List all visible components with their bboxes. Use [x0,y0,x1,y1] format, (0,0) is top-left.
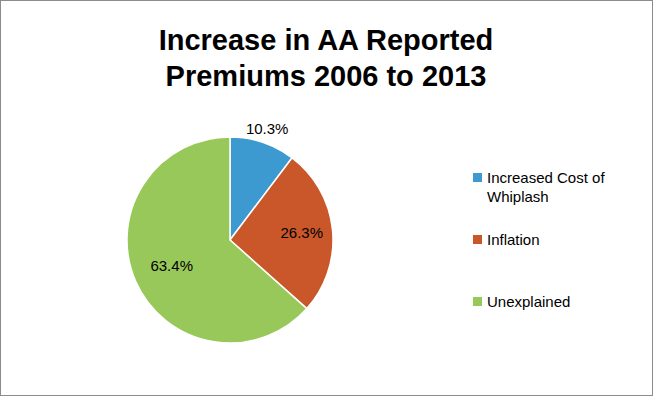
legend: Increased Cost of Whiplash Inflation Unexpl… [473,169,605,310]
legend-line: Unexplained [487,293,570,310]
legend-swatch [473,173,482,182]
legend-swatch [473,235,482,244]
data-labels: 10.3% 26.3% 63.4% [150,120,323,274]
data-label: 26.3% [280,224,323,241]
legend-line: Whiplash [487,188,549,205]
title: Increase in AA Reported Premiums 2006 to … [159,24,494,92]
legend-swatch [473,297,482,306]
pie [127,137,333,343]
legend-label: Unexplained [487,293,570,310]
legend-line: Inflation [487,231,540,248]
frame [1,1,653,396]
title-line: Increase in AA Reported [159,24,494,56]
legend-line: Increased Cost of [487,169,605,186]
legend-label: Increased Cost of Whiplash [487,169,605,205]
chart: Increase in AA Reported Premiums 2006 to … [0,0,653,396]
data-label: 63.4% [150,257,193,274]
data-label: 10.3% [246,120,289,137]
title-line: Premiums 2006 to 2013 [166,60,487,92]
legend-label: Inflation [487,231,540,248]
